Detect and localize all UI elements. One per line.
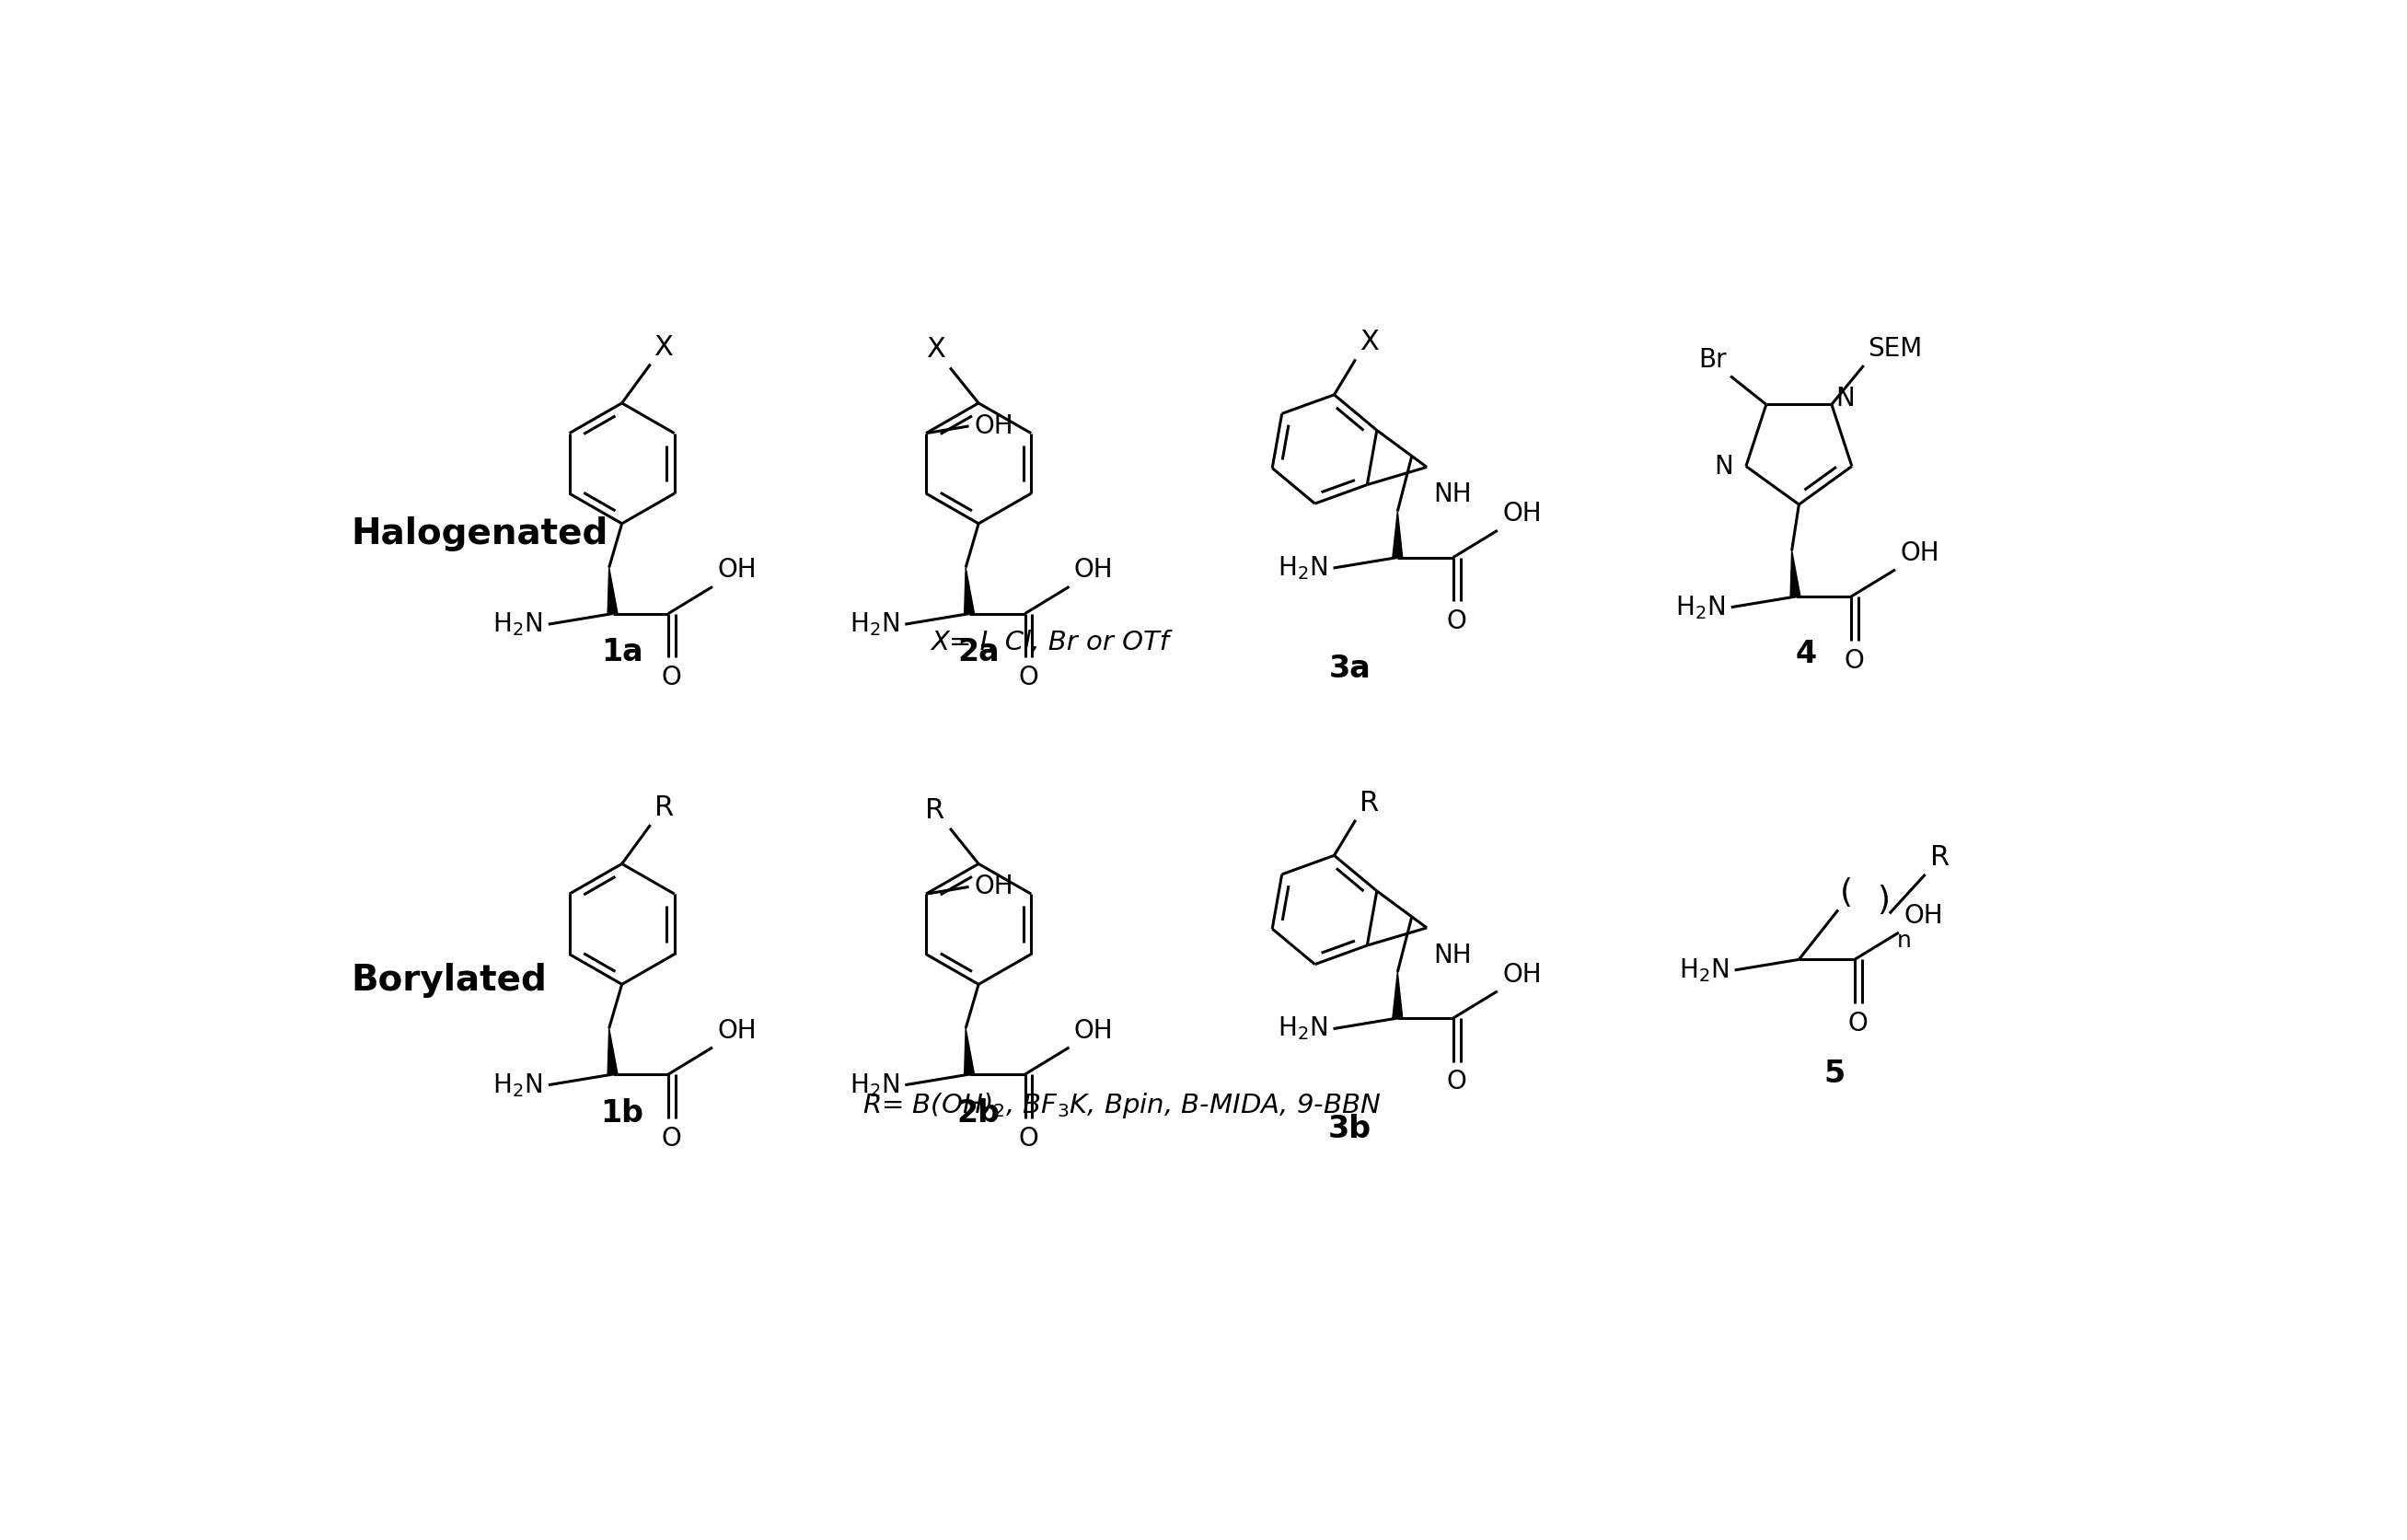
Text: ): ) (1877, 884, 1889, 916)
Text: H$_2$N: H$_2$N (1675, 593, 1726, 621)
Text: O: O (1018, 665, 1037, 690)
Text: O: O (1447, 608, 1466, 634)
Polygon shape (607, 568, 619, 614)
Text: 1b: 1b (599, 1098, 643, 1129)
Text: 5: 5 (1825, 1058, 1846, 1089)
Text: O: O (1844, 648, 1865, 673)
Text: R: R (924, 796, 946, 824)
Text: OH: OH (975, 413, 1013, 439)
Polygon shape (965, 1029, 975, 1075)
Text: H$_2$N: H$_2$N (1278, 554, 1329, 582)
Text: OH: OH (975, 875, 1013, 899)
Text: O: O (1018, 1126, 1037, 1150)
Text: OH: OH (1074, 557, 1114, 584)
Text: 3b: 3b (1329, 1113, 1372, 1144)
Polygon shape (607, 1029, 619, 1075)
Text: X: X (1360, 330, 1379, 356)
Polygon shape (1791, 550, 1800, 598)
Text: H$_2$N: H$_2$N (493, 610, 542, 638)
Text: 2b: 2b (958, 1098, 1001, 1129)
Text: N: N (1834, 387, 1853, 411)
Polygon shape (965, 568, 975, 614)
Text: R: R (1360, 790, 1379, 816)
Text: OH: OH (1899, 541, 1940, 567)
Text: H$_2$N: H$_2$N (1680, 956, 1728, 984)
Text: H$_2$N: H$_2$N (493, 1072, 542, 1098)
Text: (: ( (1839, 878, 1853, 909)
Text: OH: OH (717, 1018, 756, 1044)
Text: H$_2$N: H$_2$N (850, 1072, 900, 1098)
Text: 2a: 2a (958, 638, 999, 667)
Text: O: O (1849, 1010, 1868, 1036)
Text: 4: 4 (1796, 639, 1817, 670)
Text: X= I, Cl, Br or OTf: X= I, Cl, Br or OTf (932, 630, 1170, 656)
Text: OH: OH (1904, 904, 1942, 929)
Text: NH: NH (1435, 942, 1471, 969)
Text: Br: Br (1699, 346, 1726, 373)
Polygon shape (1394, 972, 1403, 1018)
Text: Halogenated: Halogenated (351, 517, 609, 551)
Text: SEM: SEM (1868, 336, 1921, 362)
Text: R: R (1930, 844, 1950, 872)
Text: OH: OH (1074, 1018, 1114, 1044)
Text: Borylated: Borylated (351, 964, 546, 998)
Text: X: X (655, 334, 674, 360)
Text: O: O (662, 665, 681, 690)
Text: OH: OH (1502, 500, 1540, 527)
Text: NH: NH (1435, 482, 1471, 507)
Text: H$_2$N: H$_2$N (850, 610, 900, 638)
Text: N: N (1714, 453, 1733, 479)
Polygon shape (1394, 511, 1403, 557)
Text: 1a: 1a (602, 638, 643, 667)
Text: O: O (1447, 1069, 1466, 1095)
Text: OH: OH (717, 557, 756, 584)
Text: 3a: 3a (1329, 653, 1370, 684)
Text: R: R (655, 795, 674, 821)
Text: n: n (1897, 930, 1911, 952)
Text: X: X (927, 336, 946, 363)
Text: O: O (662, 1126, 681, 1150)
Text: H$_2$N: H$_2$N (1278, 1015, 1329, 1043)
Text: R= B(OH)$_2$, BF$_3$K, Bpin, B-MIDA, 9-BBN: R= B(OH)$_2$, BF$_3$K, Bpin, B-MIDA, 9-B… (862, 1090, 1379, 1120)
Text: OH: OH (1502, 962, 1540, 987)
